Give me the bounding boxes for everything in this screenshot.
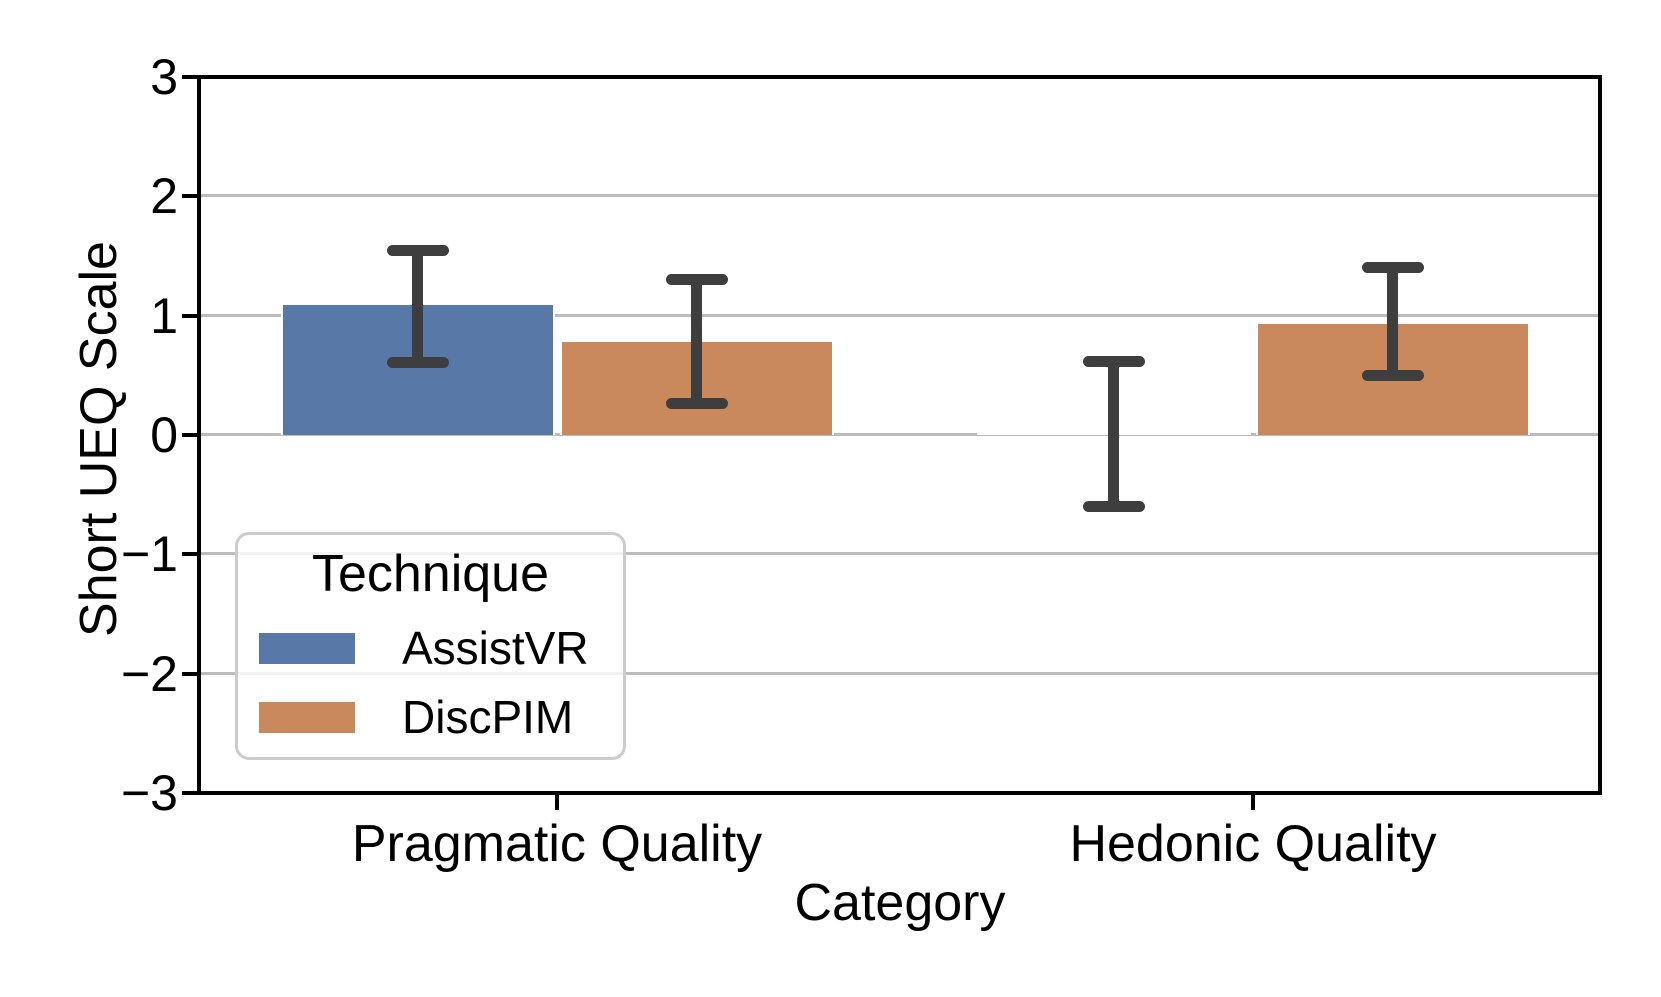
y-tick-label-3: 3 [150,49,178,105]
y-axis-label: Short UEQ Scale [70,241,128,637]
y-tick-label-1: 1 [150,287,178,344]
error-bar-assistvr-hedonic-quality [1108,361,1119,507]
legend-label-assistvr: AssistVR [402,622,589,674]
y-tick-1 [182,313,199,318]
error-cap-bottom-assistvr-pragmatic-quality [386,356,449,368]
y-tick-label--3: −3 [120,765,178,821]
y-tick--3 [182,791,199,795]
y-tick--1 [182,552,199,557]
y-tick--2 [182,671,199,676]
error-cap-bottom-discpim-pragmatic-quality [665,398,728,410]
legend-item-discpim: DiscPIM [238,691,623,743]
error-cap-top-assistvr-hedonic-quality [1082,355,1145,367]
legend-swatch-discpim [259,701,355,733]
error-bar-discpim-pragmatic-quality [691,279,702,404]
error-cap-top-discpim-hedonic-quality [1361,262,1424,274]
y-tick-label--2: −2 [120,645,178,702]
gridline-y1 [201,313,1598,317]
y-tick-label-0: 0 [150,407,178,463]
legend-title: Technique [311,545,550,603]
gridline-y-2 [201,671,1598,675]
x-tick-0 [555,793,559,810]
error-bar-assistvr-pragmatic-quality [412,250,423,363]
y-tick-2 [182,194,199,199]
y-tick-0 [182,433,199,437]
y-tick-label-2: 2 [150,168,178,225]
legend: Technique AssistVR DiscPIM [235,532,626,760]
gridline-y-1 [201,552,1598,556]
error-bar-discpim-hedonic-quality [1387,267,1398,376]
legend-swatch-assistvr [259,632,355,664]
gridline-y2 [201,194,1598,198]
x-axis-label: Category [794,874,1006,932]
x-tick-label-0: Pragmatic Quality [351,815,763,873]
error-cap-bottom-discpim-hedonic-quality [1361,369,1424,381]
error-cap-top-assistvr-pragmatic-quality [386,244,449,256]
error-cap-bottom-assistvr-hedonic-quality [1082,501,1145,513]
legend-item-assistvr: AssistVR [238,622,623,674]
error-cap-top-discpim-pragmatic-quality [665,274,728,286]
x-tick-1 [1251,793,1255,810]
x-tick-label-1: Hedonic Quality [1069,815,1437,873]
y-tick-label--1: −1 [120,526,178,583]
y-tick-3 [182,75,199,79]
legend-label-discpim: DiscPIM [402,691,574,743]
gridline-y0 [201,433,1598,436]
